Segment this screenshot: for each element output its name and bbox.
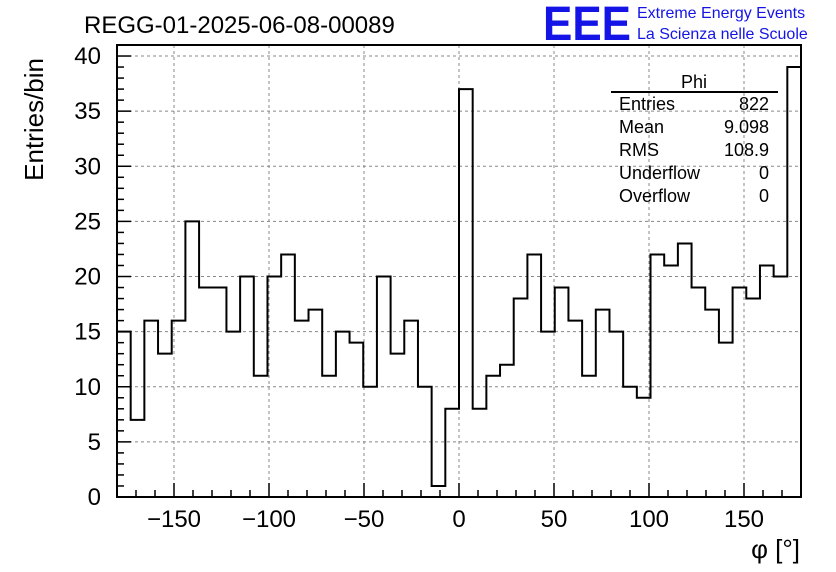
- stats-value: 9.098: [724, 117, 769, 137]
- axis-tick-labels: −150 −100 −50 0 50 100 150 0 5 10 15 20 25 30 35 40: [74, 43, 764, 533]
- stats-label: Mean: [619, 117, 664, 137]
- stats-value: 0: [759, 186, 769, 206]
- axis-ticks: [116, 44, 802, 498]
- stats-label: RMS: [619, 140, 659, 160]
- stats-rows: Entries 822 Mean 9.098 RMS 108.9 Underflow 0 Ove…: [619, 94, 769, 206]
- logo-line-2: La Scienza nelle Scuole: [637, 26, 808, 43]
- y-tick-label: 40: [74, 43, 101, 70]
- stats-value: 108.9: [724, 140, 769, 160]
- y-tick-label: 25: [74, 208, 101, 235]
- y-tick-label: 30: [74, 153, 101, 180]
- x-tick-label: −100: [242, 506, 296, 533]
- x-axis-title: φ [°]: [751, 534, 800, 564]
- stats-label: Overflow: [619, 186, 691, 206]
- stats-title: Phi: [681, 72, 707, 92]
- stats-label: Entries: [619, 94, 675, 114]
- y-tick-label: 5: [88, 429, 101, 456]
- y-tick-label: 15: [74, 319, 101, 346]
- stats-label: Underflow: [619, 163, 701, 183]
- logo-line-1: Extreme Energy Events: [637, 5, 805, 22]
- x-tick-label: 0: [452, 506, 465, 533]
- x-tick-label: −50: [344, 506, 385, 533]
- y-axis-title: Entries/bin: [19, 58, 49, 181]
- y-tick-label: 10: [74, 374, 101, 401]
- chart-title: REGG-01-2025-06-08-00089: [84, 12, 395, 39]
- x-tick-label: −150: [147, 506, 201, 533]
- stats-value: 0: [759, 163, 769, 183]
- x-tick-label: 100: [629, 506, 669, 533]
- histogram-outline: [117, 66, 801, 487]
- x-tick-label: 150: [724, 506, 764, 533]
- y-tick-label: 0: [88, 484, 101, 511]
- x-tick-label: 50: [541, 506, 568, 533]
- y-tick-label: 20: [74, 264, 101, 291]
- eee-logo: EEE Extreme Energy Events La Scienza nel…: [543, 0, 808, 51]
- stats-value: 822: [739, 94, 769, 114]
- y-tick-label: 35: [74, 98, 101, 125]
- stats-box: Phi Entries 822 Mean 9.098 RMS 108.9 Underflow…: [611, 72, 778, 206]
- logo-mark: EEE: [543, 0, 631, 51]
